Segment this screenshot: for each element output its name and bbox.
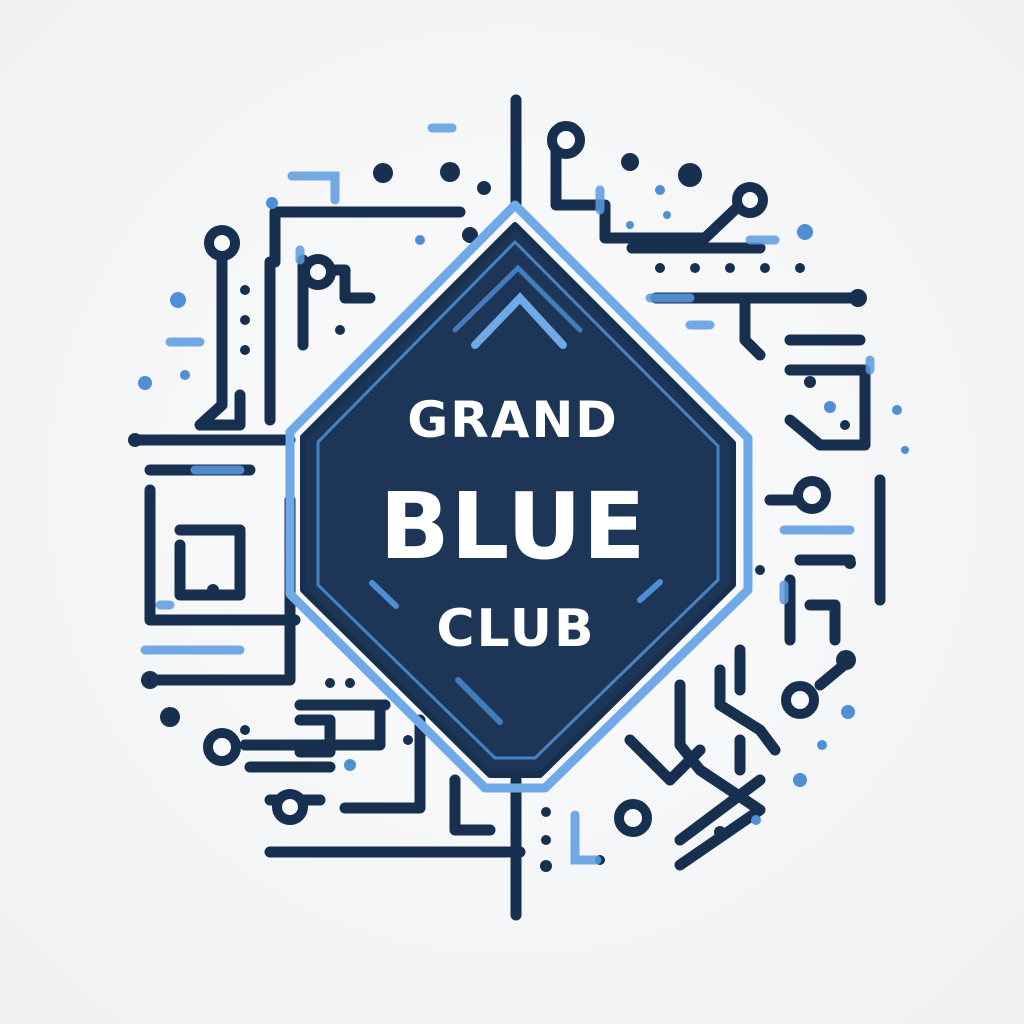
circuit-ring-terminals: [203, 121, 831, 837]
logo-line-grand: GRAND: [407, 391, 619, 449]
circuit-dots: [128, 153, 867, 872]
accent-dots: [138, 185, 909, 825]
logo-wordmark: GRAND BLUE CLUB: [379, 391, 646, 659]
logo-line-club: CLUB: [436, 599, 595, 659]
octagon-badge: [285, 200, 753, 793]
logo-line-blue: BLUE: [379, 473, 646, 580]
accent-traces: [140, 123, 875, 865]
